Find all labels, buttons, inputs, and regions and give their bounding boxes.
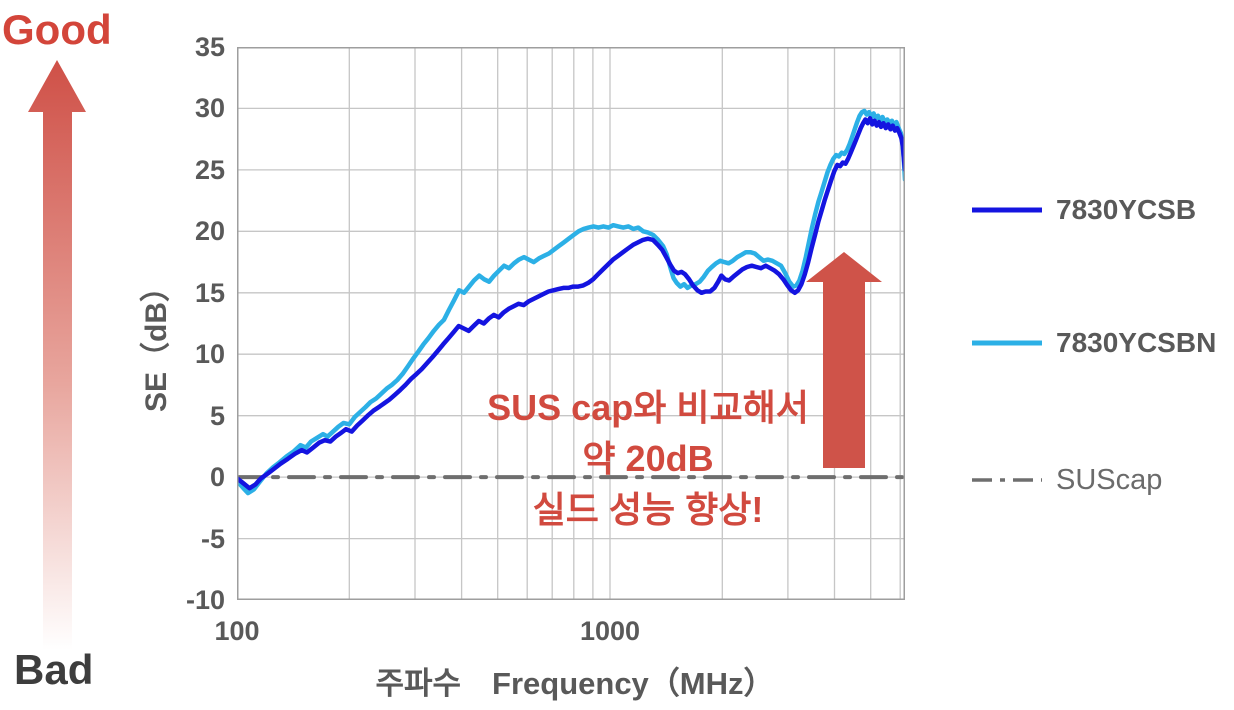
y-tick-label: -10 bbox=[185, 585, 225, 615]
y-tick-label: 15 bbox=[194, 278, 225, 308]
legend-label-suscap: SUScap bbox=[1056, 463, 1163, 496]
improvement-arrow bbox=[806, 252, 882, 468]
bad-label: Bad bbox=[14, 646, 94, 693]
legend-label-7830ycsbn: 7830YCSBN bbox=[1056, 327, 1217, 358]
improvement-arrow-shape bbox=[806, 252, 882, 468]
y-tick-label: 10 bbox=[194, 339, 225, 369]
legend-swatch-suscap bbox=[972, 478, 1042, 482]
x-tick-label: 100 bbox=[214, 616, 260, 646]
y-tick-label: 20 bbox=[194, 216, 225, 246]
annotation-line-3: 실드 성능 향상! bbox=[532, 489, 764, 530]
legend-item-suscap: SUScap bbox=[970, 463, 1162, 497]
annotation-text: SUS cap와 비교해서 약 20dB 실드 성능 향상! bbox=[398, 382, 898, 535]
x-tick-label: 1000 bbox=[579, 616, 641, 646]
y-tick-label: 35 bbox=[194, 32, 225, 62]
good-label: Good bbox=[2, 6, 112, 53]
legend-item-7830ycsbn: 7830YCSBN bbox=[970, 326, 1216, 360]
y-tick-label: 30 bbox=[194, 93, 225, 123]
series-7830ycsb bbox=[237, 116, 905, 491]
plot-area bbox=[237, 47, 905, 600]
up-arrow-shape bbox=[28, 60, 86, 650]
legend-swatch-7830ycsbn bbox=[972, 340, 1042, 346]
good-bad-gradient-arrow bbox=[28, 60, 86, 650]
legend-label-7830ycsb: 7830YCSB bbox=[1056, 194, 1197, 225]
x-axis-title: 주파수 Frequency（MHz） bbox=[375, 666, 775, 701]
y-tick-label: 25 bbox=[194, 155, 225, 185]
y-tick-label: 0 bbox=[209, 462, 225, 492]
annotation-line-2: 약 20dB bbox=[582, 438, 714, 479]
y-tick-label: -5 bbox=[200, 524, 225, 554]
legend: 7830YCSB 7830YCSBN SUScap bbox=[970, 0, 1234, 710]
y-tick-label: 5 bbox=[209, 401, 225, 431]
annotation-line-1: SUS cap와 비교해서 bbox=[487, 387, 809, 428]
series-7830ycsbn bbox=[237, 108, 905, 496]
legend-swatch-7830ycsb bbox=[972, 207, 1042, 213]
legend-item-7830ycsb: 7830YCSB bbox=[970, 193, 1196, 227]
